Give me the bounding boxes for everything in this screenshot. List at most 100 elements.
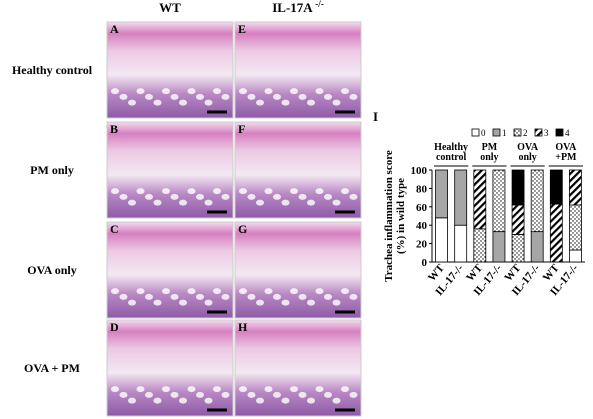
cell	[145, 193, 153, 200]
cell	[349, 193, 358, 200]
bar-segment	[454, 169, 468, 226]
cell	[332, 397, 341, 404]
cell	[264, 288, 273, 295]
cell	[187, 288, 196, 295]
cell	[239, 386, 247, 393]
panel-letter: B	[110, 122, 118, 136]
cell	[264, 88, 273, 95]
cell	[213, 188, 221, 195]
cell	[341, 386, 349, 393]
cell	[204, 199, 213, 206]
bar-segment	[569, 204, 582, 251]
cell	[247, 293, 256, 300]
cell	[239, 188, 247, 195]
cell	[128, 299, 136, 306]
cell	[145, 93, 153, 100]
cell	[204, 299, 213, 306]
cell	[324, 93, 332, 100]
cell	[247, 193, 256, 200]
cell	[273, 193, 281, 200]
cell	[307, 199, 315, 206]
legend-label: 3	[544, 128, 549, 138]
cell	[196, 293, 204, 300]
row-label: Healthy control	[12, 63, 93, 77]
group-label: control	[436, 152, 467, 163]
cell	[153, 299, 162, 306]
legend-label: 0	[481, 128, 486, 138]
column-header: IL-17A -/-	[272, 0, 323, 15]
bar-segment	[454, 224, 468, 263]
cell	[315, 288, 324, 295]
cell	[204, 397, 213, 404]
cell	[349, 293, 358, 300]
row-label: OVA + PM	[24, 361, 80, 375]
legend-swatch	[555, 128, 564, 137]
cell	[307, 397, 315, 404]
cell	[204, 99, 213, 106]
legend-swatch	[492, 128, 501, 137]
legend-label: 1	[502, 128, 507, 138]
row-label: PM only	[30, 163, 74, 177]
bar-segment	[511, 204, 525, 235]
column-header-text: IL-17A	[272, 0, 313, 15]
cell	[111, 188, 119, 195]
cell	[273, 93, 281, 100]
bar-segment	[569, 169, 582, 206]
legend-swatch	[534, 128, 543, 137]
cell	[136, 288, 145, 295]
micrograph	[234, 319, 362, 417]
micrograph	[106, 221, 234, 319]
cell	[179, 397, 187, 404]
cell	[324, 193, 332, 200]
cell	[256, 397, 264, 404]
cell	[128, 199, 136, 206]
cell	[307, 99, 315, 106]
cell	[307, 299, 315, 306]
bar-segment	[473, 169, 487, 230]
cell	[281, 199, 290, 206]
cell	[213, 88, 221, 95]
y-tick-label: 40	[416, 220, 428, 232]
cell	[273, 391, 281, 398]
y-axis-label: Trachea inflammation score	[383, 150, 395, 282]
legend-swatch	[513, 128, 522, 137]
panel-letter: C	[110, 222, 119, 236]
column-header: WT	[159, 0, 181, 15]
cell	[119, 391, 128, 398]
cell	[170, 93, 179, 100]
cell	[264, 386, 273, 393]
bar-segment	[549, 203, 563, 263]
cell	[247, 93, 256, 100]
cell	[213, 386, 221, 393]
cell	[332, 99, 341, 106]
bar-segment	[530, 231, 544, 263]
cell	[290, 288, 298, 295]
cell	[264, 188, 273, 195]
cell	[162, 88, 170, 95]
cell	[332, 299, 341, 306]
panel-letter: H	[238, 320, 248, 334]
panel-letter: F	[238, 122, 245, 136]
cell	[256, 99, 264, 106]
cell	[324, 391, 332, 398]
cell	[153, 397, 162, 404]
cell	[281, 397, 290, 404]
legend-label: 2	[523, 128, 528, 138]
cell	[281, 99, 290, 106]
cell	[221, 293, 230, 300]
cell	[324, 293, 332, 300]
cell	[111, 386, 119, 393]
cell	[239, 288, 247, 295]
cell	[153, 99, 162, 106]
cell	[247, 391, 256, 398]
bar-segment	[435, 169, 448, 219]
cell	[298, 391, 307, 398]
micrograph	[234, 221, 362, 319]
panel-letter: E	[238, 22, 246, 36]
cell	[179, 299, 187, 306]
legend-label: 4	[565, 128, 570, 138]
y-tick-label: 100	[411, 165, 428, 177]
micrograph	[234, 121, 362, 219]
cell	[179, 199, 187, 206]
